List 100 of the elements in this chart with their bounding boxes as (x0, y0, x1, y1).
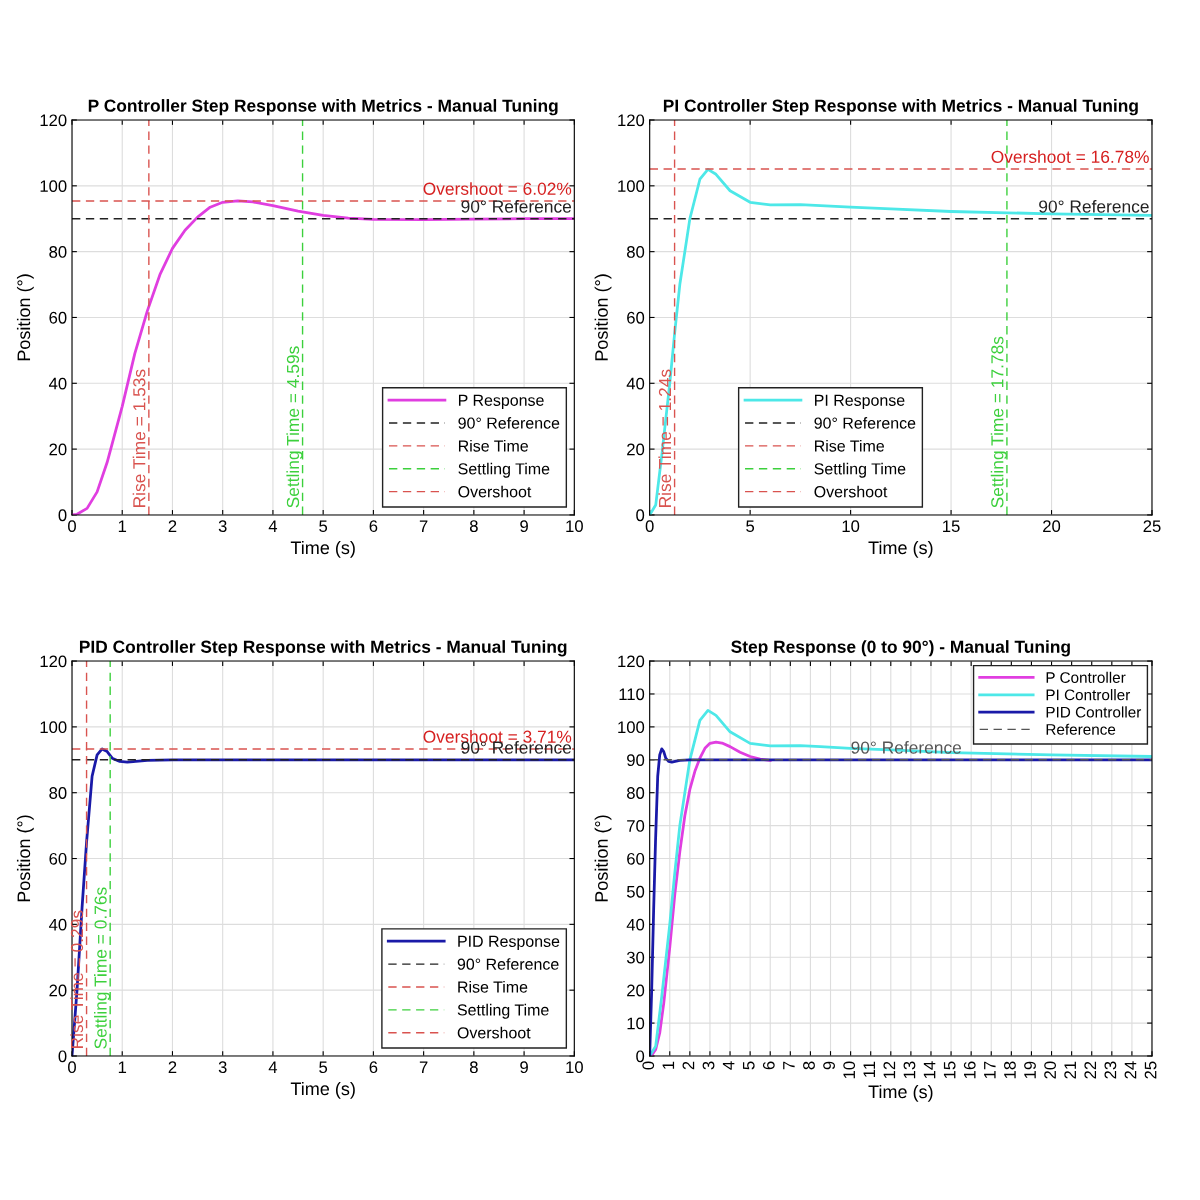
x-tick-label: 16 (963, 1061, 976, 1079)
x-tick-label: 22 (1084, 1061, 1097, 1079)
x-axis-title: Time (s) (868, 540, 933, 558)
y-tick-label: 100 (618, 180, 645, 193)
x-tick-label: 2 (168, 520, 177, 532)
legend-label: PI Controller (1046, 689, 1131, 701)
y-tick-label: 0 (636, 509, 645, 522)
x-tick-label: 21 (1064, 1061, 1076, 1079)
legend-label: 90° Reference (814, 417, 916, 429)
x-tick-label: 1 (118, 1061, 127, 1073)
annotation: Rise Time = 1.53s (132, 369, 146, 507)
y-tick-label: 0 (58, 509, 67, 522)
y-tick-label: 100 (40, 721, 67, 734)
x-tick-label: 3 (702, 1061, 715, 1070)
y-tick-label: 120 (618, 114, 645, 127)
x-tick-label: 0 (642, 1061, 655, 1070)
x-tick-label: 2 (168, 1061, 177, 1073)
legend-label: Settling Time (457, 1003, 549, 1019)
x-tick-label: 4 (722, 1061, 735, 1070)
chart-title: PID Controller Step Response with Metrics - Manual Tuning (79, 640, 567, 657)
annotation: 90° Reference (1039, 199, 1149, 213)
x-tick-label: 6 (369, 1061, 378, 1074)
y-axis-title: Position (°) (16, 815, 34, 902)
x-tick-label: 23 (1104, 1061, 1117, 1079)
annotation: Overshoot = 6.02% (423, 182, 572, 195)
x-tick-label: 1 (118, 520, 127, 532)
x-tick-label: 20 (1044, 1061, 1057, 1079)
y-axis-title: Position (°) (594, 815, 612, 902)
y-tick-label: 80 (49, 246, 67, 258)
x-tick-label: 7 (419, 1061, 428, 1073)
annotation: Rise Time = 1.24s (658, 369, 672, 507)
x-tick-label: 5 (746, 520, 755, 533)
y-tick-label: 40 (48, 918, 67, 931)
x-tick-label: 25 (1143, 520, 1161, 533)
x-axis-title: Time (s) (290, 540, 355, 558)
x-tick-label: 3 (218, 1061, 227, 1074)
x-tick-label: 0 (68, 520, 76, 533)
y-tick-label: 10 (627, 1017, 645, 1030)
x-tick-label: 9 (520, 520, 528, 533)
y-tick-label: 100 (618, 721, 645, 734)
y-tick-label: 20 (627, 984, 645, 997)
x-tick-label: 5 (319, 1061, 328, 1074)
legend-label: Settling Time (814, 462, 906, 478)
y-tick-label: 120 (40, 655, 67, 668)
y-tick-label: 60 (627, 311, 645, 324)
x-tick-label: 13 (903, 1061, 916, 1079)
y-tick-label: 120 (40, 114, 67, 127)
x-tick-label: 9 (823, 1061, 835, 1070)
legend-label: Settling Time (458, 462, 550, 478)
legend-label: PI Response (815, 394, 905, 410)
y-axis-title: Position (°) (16, 274, 34, 361)
x-tick-label: 4 (268, 1061, 278, 1073)
x-tick-label: 24 (1124, 1061, 1137, 1079)
y-axis-title: Position (°) (594, 274, 612, 361)
x-tick-label: 5 (742, 1061, 755, 1070)
x-tick-label: 0 (68, 1061, 76, 1074)
x-tick-label: 2 (682, 1061, 695, 1070)
legend-label: Rise Time (458, 980, 528, 993)
x-tick-label: 8 (469, 1061, 478, 1074)
annotation: 90° Reference (461, 199, 572, 213)
x-tick-label: 9 (520, 1061, 528, 1074)
y-tick-label: 60 (627, 852, 645, 865)
legend-label: Overshoot (457, 1026, 531, 1039)
y-tick-label: 40 (626, 918, 645, 931)
y-tick-label: 80 (627, 787, 645, 799)
legend-label: Overshoot (458, 485, 532, 498)
legend-label: P Controller (1046, 671, 1126, 683)
y-tick-label: 30 (626, 951, 645, 964)
y-tick-label: 90 (627, 754, 645, 766)
x-tick-label: 3 (218, 520, 227, 533)
line-series (649, 740, 772, 1056)
x-tick-label: 14 (923, 1061, 936, 1079)
x-tick-label: 6 (369, 520, 378, 533)
y-tick-label: 120 (618, 655, 645, 668)
y-tick-label: 50 (626, 885, 645, 898)
y-tick-label: 60 (49, 311, 67, 324)
x-tick-label: 6 (762, 1061, 775, 1070)
y-tick-label: 80 (627, 246, 645, 258)
x-tick-label: 5 (319, 520, 328, 533)
x-tick-label: 4 (268, 520, 278, 532)
y-tick-label: 40 (626, 377, 645, 390)
y-tick-label: 110 (619, 688, 645, 701)
x-tick-label: 0 (645, 520, 654, 533)
x-axis-title: Time (s) (290, 1081, 355, 1099)
x-tick-label: 19 (1024, 1061, 1036, 1079)
legend-label: PID Controller (1046, 706, 1142, 718)
x-tick-label: 7 (419, 520, 428, 532)
x-axis-title: Time (s) (868, 1084, 933, 1102)
x-tick-label: 10 (566, 520, 583, 533)
chart-title: Step Response (0 to 90°) - Manual Tuning (731, 640, 1070, 657)
x-tick-label: 10 (842, 520, 860, 533)
y-tick-label: 100 (40, 180, 67, 193)
legend-label: Overshoot (814, 485, 888, 498)
x-tick-label: 7 (783, 1061, 795, 1070)
x-tick-label: 10 (566, 1061, 583, 1074)
x-tick-label: 18 (1004, 1061, 1016, 1079)
chart-title: PI Controller Step Response with Metrics - Manual Tuning (663, 99, 1138, 116)
x-tick-label: 15 (943, 1061, 956, 1079)
annotation: Settling Time = 4.59s (286, 346, 303, 508)
x-tick-label: 17 (984, 1061, 996, 1079)
